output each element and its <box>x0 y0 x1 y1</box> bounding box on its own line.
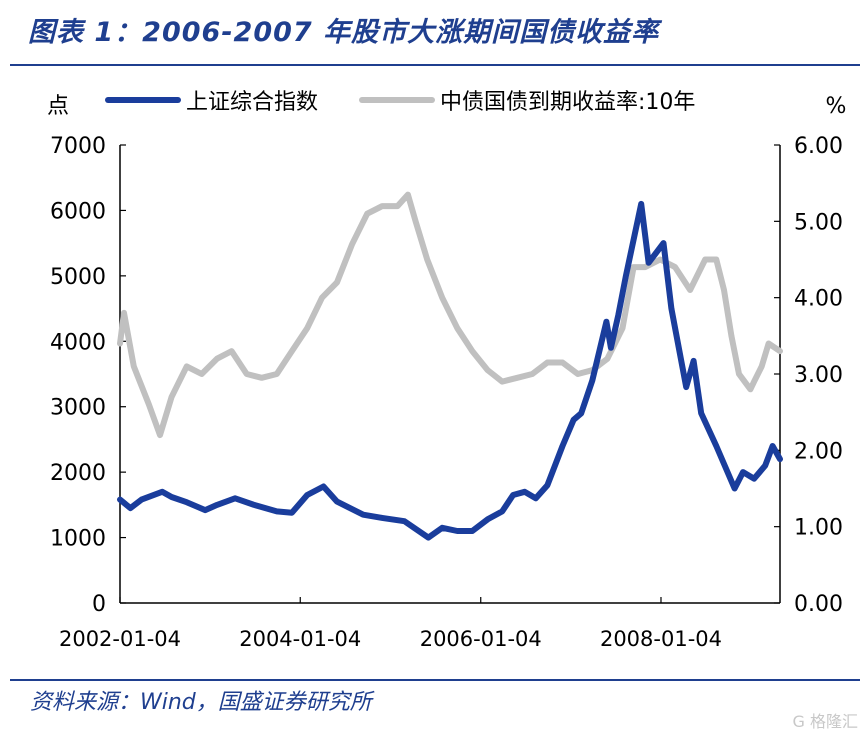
right-tick-label: 1.00 <box>794 516 843 541</box>
right-tick-label: 0.00 <box>794 592 843 617</box>
source-rule <box>10 679 860 681</box>
left-axis-unit: 点 <box>47 94 69 119</box>
watermark-logo: G 格隆汇 <box>792 712 859 731</box>
right-tick-label: 2.00 <box>794 439 843 464</box>
left-axis: 0 1000 2000 3000 4000 5000 6000 7000 点 <box>47 94 126 617</box>
chart-legend: 上证综合指数 中债国债到期收益率:10年 <box>105 90 695 115</box>
left-tick-label: 6000 <box>50 199 106 224</box>
left-tick-label: 4000 <box>50 330 106 355</box>
series-line-bond-yield <box>117 191 783 439</box>
legend-label-shanghai-index: 上证综合指数 <box>186 90 318 115</box>
left-tick-label: 7000 <box>50 134 106 159</box>
right-tick-label: 4.00 <box>794 287 843 312</box>
series-line-shanghai-index <box>117 200 783 541</box>
right-tick-label: 5.00 <box>794 210 843 235</box>
left-tick-label: 3000 <box>50 396 106 421</box>
x-tick-label: 2004-01-04 <box>239 627 361 651</box>
x-tick-label: 2006-01-04 <box>420 627 542 651</box>
x-axis: 2002-01-04 2004-01-04 2006-01-04 2008-01-04 <box>59 597 780 651</box>
right-axis: 0.00 1.00 2.00 3.00 4.00 5.00 6.00% <box>774 94 846 617</box>
title-rule <box>10 64 860 66</box>
left-tick-label: 5000 <box>50 265 106 290</box>
right-tick-label: 6.00 <box>794 134 843 159</box>
x-tick-label: 2002-01-04 <box>59 627 181 651</box>
source-note: 资料来源：Wind，国盛证券研究所 <box>30 690 372 715</box>
left-tick-label: 1000 <box>50 527 106 552</box>
x-tick-label: 2008-01-04 <box>600 627 722 651</box>
right-axis-unit: % <box>826 94 847 119</box>
left-tick-label: 2000 <box>50 461 106 486</box>
left-tick-label: 0 <box>92 592 106 617</box>
legend-label-bond-yield: 中债国债到期收益率:10年 <box>440 90 695 115</box>
plot-series <box>117 191 783 541</box>
page-title: 图表 1：2006-2007 年股市大涨期间国债收益率 <box>28 17 660 48</box>
right-tick-label: 3.00 <box>794 363 843 388</box>
